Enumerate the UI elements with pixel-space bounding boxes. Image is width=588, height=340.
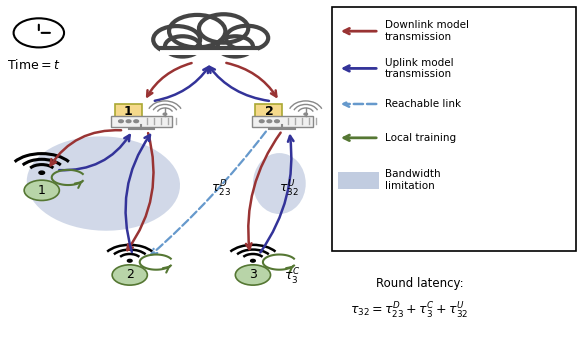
Circle shape xyxy=(199,14,248,43)
Ellipse shape xyxy=(253,153,306,214)
Bar xyxy=(161,46,258,55)
FancyBboxPatch shape xyxy=(252,116,313,127)
Circle shape xyxy=(226,26,268,50)
FancyBboxPatch shape xyxy=(255,104,282,120)
Circle shape xyxy=(39,171,45,174)
Text: $\tau_{32}^{U}$: $\tau_{32}^{U}$ xyxy=(279,178,299,199)
Text: $\tau_{23}^{D}$: $\tau_{23}^{D}$ xyxy=(211,178,230,199)
Ellipse shape xyxy=(26,136,180,231)
Circle shape xyxy=(134,120,139,123)
Circle shape xyxy=(275,120,279,123)
Text: 1: 1 xyxy=(123,105,132,118)
Circle shape xyxy=(112,265,148,285)
Text: 1: 1 xyxy=(38,184,46,197)
Circle shape xyxy=(235,265,270,285)
Text: Round latency:: Round latency: xyxy=(376,277,464,290)
Circle shape xyxy=(169,15,225,47)
Circle shape xyxy=(128,259,132,262)
Text: 2: 2 xyxy=(126,269,133,282)
Circle shape xyxy=(304,113,308,115)
Bar xyxy=(332,7,576,251)
Text: Uplink model
transmission: Uplink model transmission xyxy=(385,57,453,79)
Text: $\mathrm{Time} = t$: $\mathrm{Time} = t$ xyxy=(6,58,60,72)
Circle shape xyxy=(126,120,131,123)
Text: Reachable link: Reachable link xyxy=(385,99,461,109)
FancyBboxPatch shape xyxy=(115,104,142,120)
Text: 2: 2 xyxy=(265,105,273,118)
Circle shape xyxy=(165,36,200,56)
Circle shape xyxy=(267,120,272,123)
Circle shape xyxy=(259,120,264,123)
Text: Downlink model
transmission: Downlink model transmission xyxy=(385,20,469,42)
Text: $\tau_{3}^{C}$: $\tau_{3}^{C}$ xyxy=(284,267,300,287)
Circle shape xyxy=(153,26,200,53)
Bar xyxy=(338,172,379,189)
Circle shape xyxy=(24,180,59,201)
Text: 3: 3 xyxy=(249,269,257,282)
Circle shape xyxy=(218,36,253,56)
Text: Local training: Local training xyxy=(385,133,456,143)
FancyBboxPatch shape xyxy=(111,116,172,127)
Circle shape xyxy=(119,120,123,123)
Text: Bandwidth
limitation: Bandwidth limitation xyxy=(385,169,440,191)
Circle shape xyxy=(250,259,255,262)
Circle shape xyxy=(163,113,167,115)
Text: $\tau_{32} = \tau_{23}^{D} + \tau_{3}^{C} + \tau_{32}^{U}$: $\tau_{32} = \tau_{23}^{D} + \tau_{3}^{C… xyxy=(350,301,468,321)
